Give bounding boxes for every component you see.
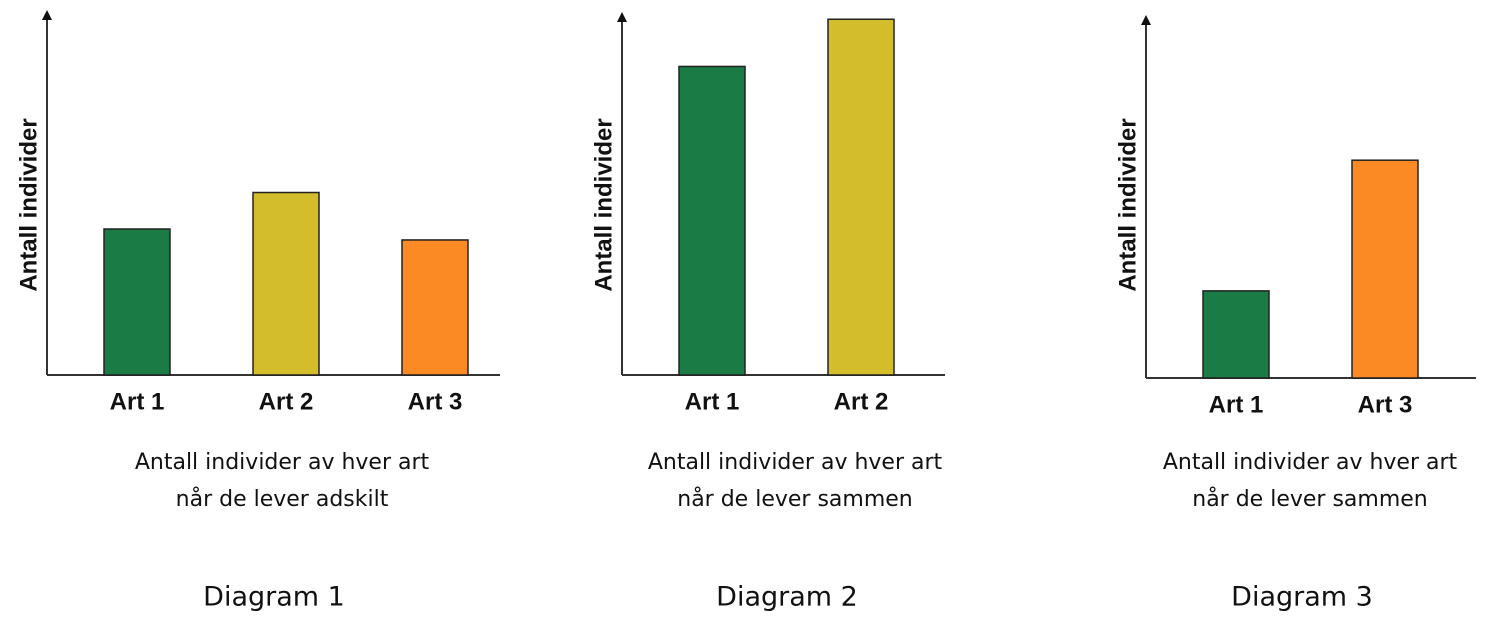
diagram-title: Diagram 2: [716, 582, 858, 613]
x-tick-label: Art 2: [834, 388, 889, 415]
caption: Antall individer av hver art: [1163, 450, 1458, 475]
x-tick-label: Art 1: [110, 388, 165, 415]
x-tick-label: Art 2: [259, 388, 314, 415]
caption: når de lever sammen: [677, 486, 912, 512]
bar: [827, 18, 895, 376]
axis-arrow: [1141, 15, 1151, 25]
caption: Antall individer av hver art: [648, 450, 943, 475]
x-tick-label: Art 3: [408, 388, 463, 415]
diagram-title: Diagram 1: [203, 582, 345, 613]
bar: [103, 228, 171, 376]
bar: [1351, 159, 1419, 379]
bar: [252, 191, 320, 376]
x-tick-label: Art 3: [1358, 391, 1413, 418]
bar: [678, 65, 746, 376]
bar: [1202, 290, 1270, 379]
axis-arrow: [42, 10, 52, 20]
axis-arrow: [617, 12, 627, 22]
y-axis-label: Antall individer: [15, 118, 42, 291]
bar: [401, 239, 469, 376]
y-axis-label: Antall individer: [1114, 118, 1141, 291]
caption: når de lever adskilt: [176, 486, 389, 512]
x-tick-label: Art 1: [685, 388, 740, 415]
caption: når de lever sammen: [1192, 486, 1427, 512]
y-axis-label: Antall individer: [590, 118, 617, 291]
caption: Antall individer av hver art: [135, 450, 430, 475]
diagram-title: Diagram 3: [1231, 582, 1373, 613]
x-tick-label: Art 1: [1209, 391, 1264, 418]
